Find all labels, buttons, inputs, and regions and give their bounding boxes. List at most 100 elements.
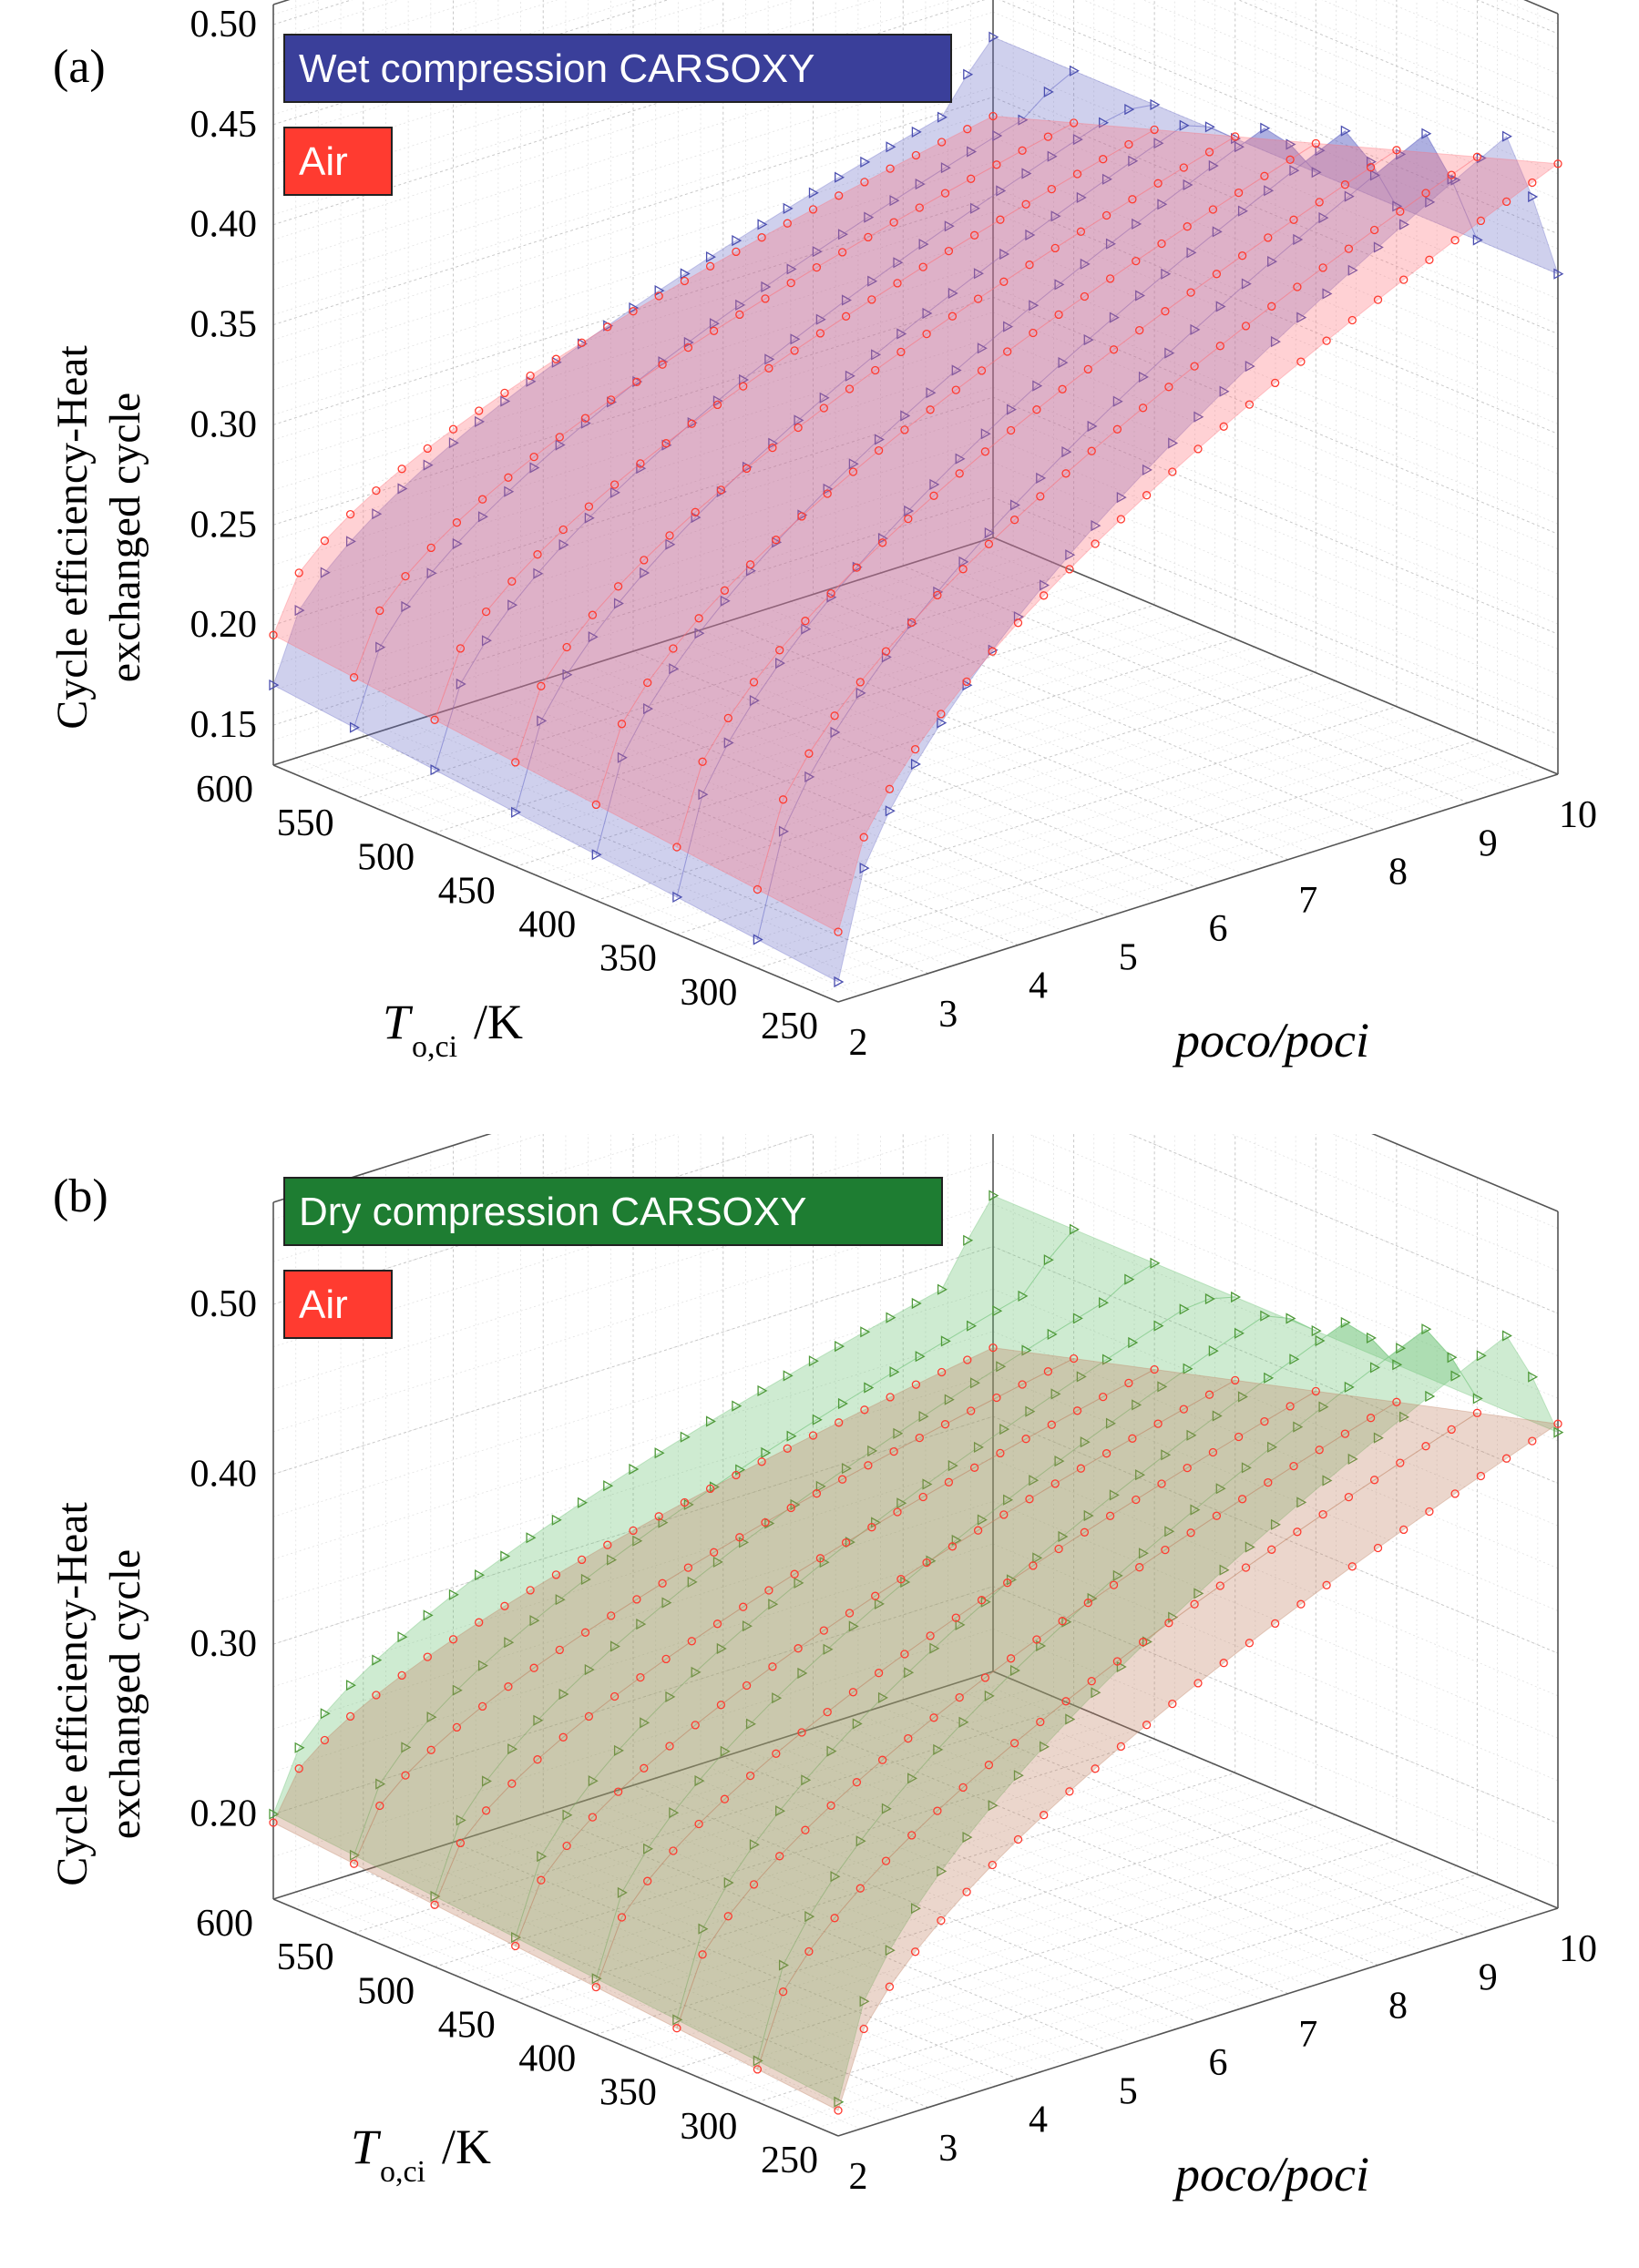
chart-b: 0.20 0.30 0.40 0.50 2 3 4 5 6 7 8 9 10 600 550 500 450 40… — [48, 1134, 1597, 2202]
data-point-carsoxy — [852, 1718, 863, 1730]
data-point-carsoxy — [864, 211, 875, 223]
data-point-carsoxy — [1208, 159, 1219, 172]
data-point-carsoxy — [1476, 1350, 1487, 1362]
data-point-air — [951, 385, 960, 394]
data-point-air — [977, 366, 987, 375]
data-point-air — [845, 384, 855, 393]
data-point-air — [672, 843, 681, 852]
floor-gridline-x — [588, 665, 1153, 903]
data-point-carsoxy — [742, 1620, 753, 1632]
data-point-air — [1293, 282, 1302, 291]
data-point-carsoxy — [1040, 1741, 1050, 1752]
data-point-air — [1208, 205, 1218, 214]
data-point-air — [1142, 1721, 1152, 1730]
data-point-air — [665, 1742, 674, 1751]
data-point-carsoxy — [680, 1431, 691, 1443]
backwall-gridline-z — [272, 0, 321, 15]
data-point-air — [654, 291, 663, 301]
data-point-air — [709, 1548, 719, 1557]
y-axis-label-unit: /K — [474, 995, 523, 1049]
data-point-carsoxy — [1264, 185, 1275, 197]
data-point-air — [613, 1787, 623, 1796]
data-point-air — [1208, 1447, 1218, 1457]
data-point-carsoxy — [665, 538, 676, 550]
data-point-air — [1164, 1619, 1173, 1628]
data-point-air — [933, 590, 942, 600]
x-tick-label: 8 — [1388, 1986, 1408, 2028]
data-point-air — [1065, 1787, 1074, 1796]
data-point-air — [507, 1779, 517, 1788]
data-point-air — [1029, 328, 1038, 338]
data-point-carsoxy — [294, 1742, 305, 1753]
data-point-carsoxy — [1132, 218, 1142, 230]
data-point-air — [1080, 291, 1090, 301]
data-point-air — [969, 1463, 979, 1472]
data-point-carsoxy — [1036, 1640, 1047, 1652]
data-point-air — [804, 1946, 814, 1956]
x-tick-label: 10 — [1559, 794, 1597, 836]
x-tick-label: 9 — [1479, 1956, 1498, 1998]
data-point-air — [1186, 1528, 1195, 1538]
y-axis-label-main: T — [351, 2120, 382, 2174]
data-point-carsoxy — [794, 1577, 804, 1589]
floor-gridline-y — [717, 1856, 1438, 2086]
floor-gridline-y — [636, 689, 1357, 918]
axis-labels: Cycle efficiency-Heat exchanged cycle poco… — [48, 345, 1369, 1068]
series-row-air — [753, 1408, 1482, 2074]
data-point-carsoxy — [1501, 130, 1512, 142]
data-point-air — [1091, 1764, 1100, 1773]
data-point-air — [772, 536, 781, 545]
data-point-air — [1373, 295, 1383, 304]
data-point-carsoxy — [874, 1598, 885, 1610]
data-point-carsoxy — [613, 598, 624, 609]
data-point-carsoxy — [723, 1876, 734, 1889]
data-point-carsoxy — [1425, 1390, 1436, 1403]
data-point-carsoxy — [1161, 1449, 1172, 1461]
data-point-air — [871, 1591, 880, 1600]
floor-gridline-y — [656, 1832, 1377, 2060]
backwall-gridline-z — [272, 1501, 994, 1730]
data-point-air — [910, 1947, 920, 1956]
data-point-carsoxy — [320, 567, 331, 578]
series-row-carsoxy — [672, 1316, 1403, 2026]
floor-gridline-y — [777, 1882, 1498, 2111]
data-point-air — [859, 2024, 868, 2034]
sidewall-gridline-z — [992, 462, 1559, 700]
data-point-air — [918, 262, 927, 271]
data-point-carsoxy — [591, 1973, 602, 1985]
data-point-carsoxy — [835, 1340, 845, 1353]
data-point-carsoxy — [1150, 98, 1161, 111]
legend-swatch — [283, 1270, 393, 1339]
data-point-air — [1234, 188, 1244, 198]
floor-gridline-x — [363, 1870, 928, 2109]
data-point-carsoxy — [1293, 233, 1304, 246]
data-point-air — [1528, 1436, 1537, 1446]
data-point-air — [1366, 1414, 1376, 1423]
data-point-air — [397, 465, 406, 474]
data-point-air — [430, 715, 439, 724]
data-point-air — [481, 1806, 491, 1815]
data-point-air — [683, 342, 693, 352]
data-point-air — [969, 230, 979, 240]
data-point-carsoxy — [830, 726, 841, 739]
data-point-carsoxy — [855, 1835, 866, 1847]
edge-top-right — [1523, 0, 1559, 15]
data-point-air — [1036, 492, 1045, 501]
data-point-air — [929, 491, 938, 500]
surface-patch-carsoxy — [434, 1262, 1235, 1938]
data-point-air — [1212, 1511, 1222, 1520]
data-point-air — [698, 1950, 707, 1959]
z-axis-label-line2: exchanged cycle — [101, 1549, 149, 1839]
data-point-carsoxy — [848, 1620, 859, 1632]
x-tick-label: 9 — [1479, 822, 1498, 864]
y-tick-label: 350 — [599, 2072, 657, 2114]
data-point-carsoxy — [1322, 1475, 1333, 1486]
data-point-air — [973, 294, 983, 303]
x-tick-label: 2 — [849, 2156, 868, 2198]
data-point-carsoxy — [937, 1865, 948, 1877]
floor-gridline-x — [632, 1784, 1199, 2023]
data-point-air — [841, 1538, 851, 1548]
data-point-carsoxy — [937, 717, 948, 729]
data-point-carsoxy — [716, 1642, 727, 1655]
data-point-air — [881, 1856, 891, 1865]
